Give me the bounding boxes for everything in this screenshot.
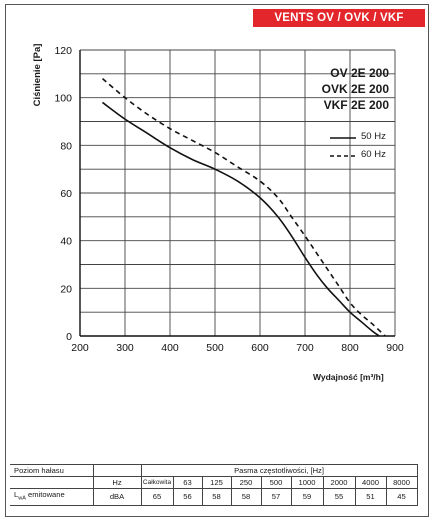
x-tick-label: 700 — [296, 342, 314, 354]
row-unit: dBA — [92, 488, 142, 506]
column-header: Całkowita — [140, 476, 174, 489]
chart-ticks: 200 300 400 500 600 700 800 900 0 20 40 60 80 100 120 — [54, 45, 403, 354]
table-value: 58 — [230, 488, 262, 506]
table-value: 55 — [322, 488, 356, 506]
x-tick-label: 800 — [341, 342, 359, 354]
x-axis-label: Wydajność [m³/h] — [313, 372, 384, 382]
model-list: OV 2E 200 OVK 2E 200 VKF 2E 200 — [317, 65, 389, 113]
column-header: 2000 — [322, 476, 356, 489]
column-header: 8000 — [385, 476, 418, 489]
y-tick-label: 120 — [54, 45, 72, 57]
unit-header: Hz — [92, 476, 142, 489]
series-line-50hz — [102, 101, 380, 337]
x-tick-label: 300 — [116, 342, 134, 354]
x-tick-label: 900 — [386, 342, 404, 354]
row-label-sub: wA — [18, 495, 26, 502]
y-axis-label: Ciśnienie [Pa] — [32, 43, 43, 107]
table-value: 51 — [354, 488, 387, 506]
row-label: LwA emitowane — [10, 488, 94, 506]
column-header: 1000 — [290, 476, 324, 489]
chart-grid — [79, 49, 396, 337]
brand-banner: VENTS OV / OVK / VKF — [253, 9, 425, 27]
model-name: OVK 2E 200 — [321, 82, 389, 96]
table-value: 56 — [172, 488, 203, 506]
row-label-prefix: L — [14, 490, 19, 499]
table-value: 58 — [201, 488, 232, 506]
table-value: 59 — [290, 488, 324, 506]
model-name: VKF 2E 200 — [323, 98, 389, 112]
y-tick-label: 0 — [66, 331, 72, 343]
column-header: 4000 — [354, 476, 387, 489]
column-header: 250 — [230, 476, 262, 489]
table-value: 65 — [140, 488, 174, 506]
column-header: 500 — [260, 476, 292, 489]
noise-table-title: Poziom hałasu — [10, 464, 94, 477]
column-header: 63 — [172, 476, 203, 489]
y-tick-label: 40 — [60, 236, 72, 248]
column-header: 125 — [201, 476, 232, 489]
table-value: 57 — [260, 488, 292, 506]
row-label-text: emitowane — [28, 490, 65, 499]
x-tick-label: 500 — [206, 342, 224, 354]
band-header: Pasma częstotliwości, [Hz] — [140, 464, 418, 477]
y-tick-label: 80 — [60, 140, 72, 152]
y-tick-label: 100 — [54, 93, 72, 105]
y-tick-label: 60 — [60, 188, 72, 200]
empty-cell — [92, 464, 142, 477]
empty-cell — [10, 476, 94, 489]
datasheet-frame — [5, 4, 429, 517]
model-name: OV 2E 200 — [330, 66, 389, 80]
legend-label-50hz: 50 Hz — [361, 131, 386, 142]
noise-table: Poziom hałasu Pasma częstotliwości, [Hz]… — [10, 464, 418, 506]
x-tick-label: 400 — [161, 342, 179, 354]
y-tick-label: 20 — [60, 283, 72, 295]
x-tick-label: 200 — [71, 342, 89, 354]
chart-series — [101, 77, 386, 337]
table-value: 45 — [385, 488, 418, 506]
x-tick-label: 600 — [251, 342, 269, 354]
series-line-60hz — [101, 77, 386, 337]
chart-legend — [330, 137, 356, 157]
legend-label-60hz: 60 Hz — [361, 149, 386, 160]
